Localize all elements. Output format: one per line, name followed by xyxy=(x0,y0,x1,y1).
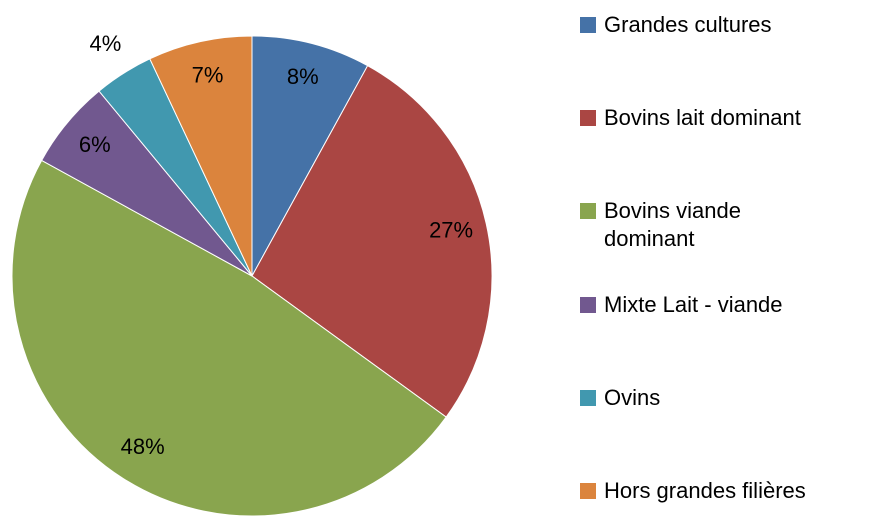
data-label: 48% xyxy=(121,434,165,459)
legend-label: Ovins xyxy=(604,384,661,410)
legend-swatch xyxy=(580,203,596,220)
legend-label: Mixte Lait - viande xyxy=(604,291,783,317)
legend: Grandes cultures Bovins lait dominant Bovi… xyxy=(580,0,870,516)
legend-item: Bovins lait dominant xyxy=(580,104,826,132)
data-label: 4% xyxy=(89,31,121,56)
pie-slice xyxy=(11,159,447,516)
pie-slice xyxy=(251,35,369,277)
legend-swatch xyxy=(580,296,596,313)
legend-label: Grandes cultures xyxy=(604,12,772,37)
legend-swatch xyxy=(580,110,596,127)
legend-item: Grandes cultures xyxy=(580,11,826,39)
legend-item: Mixte Lait - viande xyxy=(580,291,826,319)
data-label: 27% xyxy=(429,217,473,242)
legend-swatch xyxy=(580,389,596,406)
legend-item: Bovins viande dominant xyxy=(580,197,826,253)
pie-slice xyxy=(251,65,493,418)
legend-item: Ovins xyxy=(580,384,826,412)
legend-swatch xyxy=(580,17,596,33)
legend-item: Hors grandes filières xyxy=(580,477,826,505)
legend-label: Bovins viande dominant xyxy=(604,198,741,252)
legend-swatch xyxy=(580,483,596,499)
data-label: 7% xyxy=(192,63,224,88)
legend-label: Bovins lait dominant xyxy=(604,105,801,131)
pie-slice xyxy=(149,35,253,277)
legend-label: Hors grandes filières xyxy=(604,478,806,503)
data-label: 8% xyxy=(287,64,319,89)
data-label: 6% xyxy=(79,132,111,157)
